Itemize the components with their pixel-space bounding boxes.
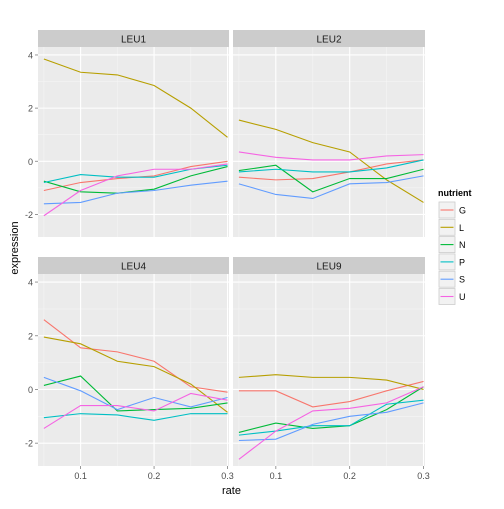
facet-label: LEU4 (121, 262, 146, 273)
y-tick-label: 0 (28, 385, 33, 395)
legend-entry-L: L (459, 223, 464, 233)
legend-entry-S: S (459, 275, 465, 285)
x-tick-label: 0.3 (417, 471, 430, 481)
series-line-N (238, 386, 424, 433)
legend-entry-U: U (459, 292, 466, 302)
y-tick-label: 2 (28, 331, 33, 341)
series-line-P (43, 413, 228, 421)
series-line-N (43, 375, 228, 412)
facet-strip (233, 257, 425, 274)
series-line-S (238, 402, 424, 442)
series-line-S (238, 175, 424, 200)
series-line-G (238, 159, 424, 181)
series-line-N (238, 164, 424, 193)
x-tick-label: 0.1 (74, 471, 87, 481)
x-tick-label: 0.1 (270, 471, 283, 481)
x-tick-label: 0.2 (148, 471, 161, 481)
facet-label: LEU2 (316, 35, 341, 46)
series-line-U (43, 392, 228, 429)
series-line-S (43, 376, 228, 411)
legend-entry-G: G (459, 206, 466, 216)
facet-strip (38, 30, 229, 47)
series-line-G (238, 380, 424, 408)
panel-background (233, 274, 425, 466)
series-line-L (238, 374, 424, 391)
series-line-N (43, 166, 228, 194)
series-line-P (238, 159, 424, 173)
y-tick-label: 4 (28, 278, 33, 288)
series-line-U (238, 151, 424, 161)
y-tick-label: 2 (28, 104, 33, 114)
y-axis-title: expression (9, 221, 21, 274)
x-axis-title: rate (222, 485, 241, 497)
panel-background (233, 47, 425, 237)
legend-entry-N: N (459, 240, 466, 250)
series-line-U (43, 163, 228, 217)
y-tick-label: 4 (28, 50, 33, 60)
series-line-P (238, 399, 424, 436)
facet-strip (38, 257, 229, 274)
y-tick-label: -2 (25, 210, 33, 220)
facet-label: LEU9 (316, 262, 341, 273)
series-line-S (43, 180, 228, 205)
series-line-L (43, 336, 228, 413)
legend-title: nutrient (438, 188, 472, 198)
series-line-U (238, 386, 424, 460)
legend-entry-P: P (459, 257, 465, 267)
y-tick-label: -2 (25, 439, 33, 449)
x-tick-label: 0.3 (221, 471, 234, 481)
series-line-L (238, 119, 424, 203)
x-tick-label: 0.2 (343, 471, 356, 481)
facet-strip (233, 30, 425, 47)
panel-background (38, 47, 229, 237)
y-tick-label: 0 (28, 157, 33, 167)
series-line-L (43, 58, 228, 138)
facet-label: LEU1 (121, 35, 146, 46)
panel-background (38, 274, 229, 466)
